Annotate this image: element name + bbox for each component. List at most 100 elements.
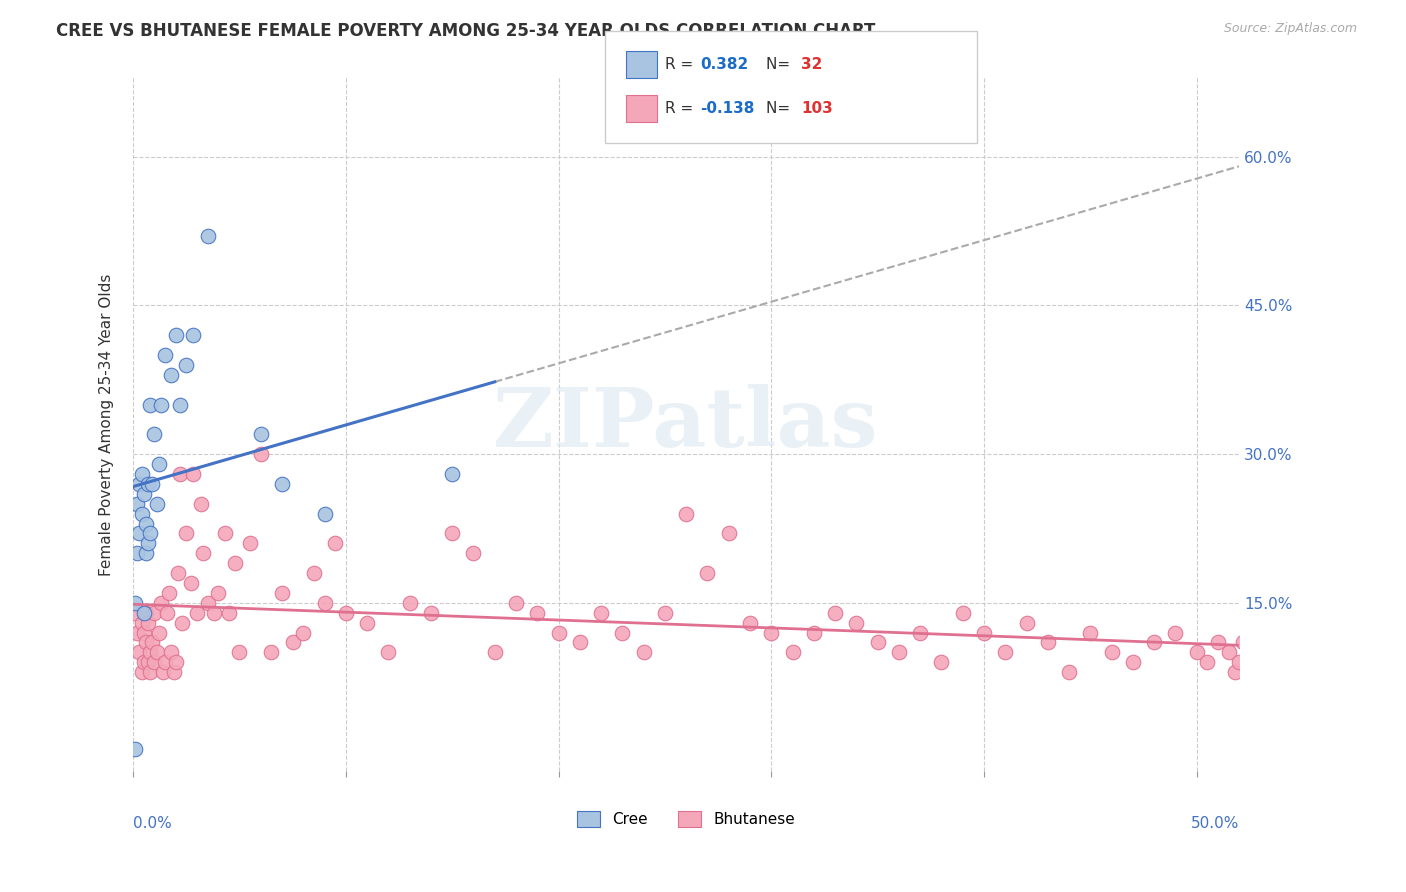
Point xyxy=(260,645,283,659)
Point xyxy=(377,645,399,659)
Point xyxy=(484,645,506,659)
Point xyxy=(441,526,464,541)
Point xyxy=(153,348,176,362)
Point xyxy=(1101,645,1123,659)
Point xyxy=(131,615,153,630)
Text: 50.0%: 50.0% xyxy=(1191,816,1239,831)
Point xyxy=(568,635,591,649)
Point xyxy=(803,625,825,640)
Point xyxy=(696,566,718,580)
Text: Source: ZipAtlas.com: Source: ZipAtlas.com xyxy=(1223,22,1357,36)
Point xyxy=(139,526,162,541)
Point xyxy=(165,656,187,670)
Point xyxy=(153,656,176,670)
Point xyxy=(398,596,420,610)
Point xyxy=(174,358,197,372)
Point xyxy=(131,665,153,680)
Point xyxy=(931,656,953,670)
Point xyxy=(1057,665,1080,680)
Point xyxy=(152,665,174,680)
Point xyxy=(124,606,146,620)
Point xyxy=(170,615,193,630)
Point xyxy=(1164,625,1187,640)
Point xyxy=(973,625,995,640)
Point xyxy=(239,536,262,550)
Point xyxy=(157,586,180,600)
Point xyxy=(717,526,740,541)
Point xyxy=(1206,635,1229,649)
Point xyxy=(131,467,153,481)
Text: R =: R = xyxy=(665,102,699,116)
Text: -0.138: -0.138 xyxy=(700,102,755,116)
Point xyxy=(169,467,191,481)
Point xyxy=(174,526,197,541)
Point xyxy=(186,606,208,620)
Point xyxy=(335,606,357,620)
Point xyxy=(127,625,149,640)
Point xyxy=(180,576,202,591)
Text: R =: R = xyxy=(665,57,699,71)
Point xyxy=(127,497,149,511)
Point xyxy=(149,398,172,412)
Point xyxy=(136,656,159,670)
Text: 0.382: 0.382 xyxy=(700,57,748,71)
Point xyxy=(214,526,236,541)
Text: N=: N= xyxy=(766,102,796,116)
Point xyxy=(181,328,204,343)
Point xyxy=(1232,635,1254,649)
Point xyxy=(419,606,441,620)
Point xyxy=(824,606,846,620)
Point xyxy=(141,476,163,491)
Point xyxy=(271,476,294,491)
Text: ZIPatlas: ZIPatlas xyxy=(494,384,879,465)
Point xyxy=(1015,615,1038,630)
Point xyxy=(1197,656,1219,670)
Point xyxy=(526,606,548,620)
Point xyxy=(952,606,974,620)
Point xyxy=(224,556,246,570)
Point xyxy=(782,645,804,659)
Point xyxy=(143,656,166,670)
Point xyxy=(591,606,613,620)
Point xyxy=(1122,656,1144,670)
Point xyxy=(135,516,157,531)
Point xyxy=(738,615,761,630)
Point xyxy=(887,645,910,659)
Point xyxy=(160,645,183,659)
Text: 32: 32 xyxy=(801,57,823,71)
Point xyxy=(143,427,166,442)
Point xyxy=(1078,625,1101,640)
Point xyxy=(1227,656,1250,670)
Point xyxy=(994,645,1017,659)
Point xyxy=(145,497,167,511)
Point xyxy=(202,606,225,620)
Point xyxy=(165,328,187,343)
Point xyxy=(128,526,150,541)
Point xyxy=(145,645,167,659)
Point xyxy=(281,635,304,649)
Point xyxy=(675,507,697,521)
Point xyxy=(149,596,172,610)
Point xyxy=(314,507,336,521)
Point xyxy=(181,467,204,481)
Point xyxy=(190,497,212,511)
Point xyxy=(441,467,464,481)
Point xyxy=(547,625,569,640)
Point xyxy=(271,586,294,600)
Point xyxy=(1244,665,1267,680)
Point xyxy=(139,645,162,659)
Point xyxy=(128,645,150,659)
Point xyxy=(1185,645,1208,659)
Text: 0.0%: 0.0% xyxy=(134,816,172,831)
Point xyxy=(302,566,325,580)
Point xyxy=(132,625,155,640)
Text: 103: 103 xyxy=(801,102,834,116)
Point xyxy=(1260,645,1282,659)
Point xyxy=(249,427,271,442)
Point xyxy=(197,229,219,244)
Point xyxy=(136,536,159,550)
Point xyxy=(1254,635,1277,649)
Point xyxy=(162,665,184,680)
Point xyxy=(128,476,150,491)
Point xyxy=(1223,665,1246,680)
